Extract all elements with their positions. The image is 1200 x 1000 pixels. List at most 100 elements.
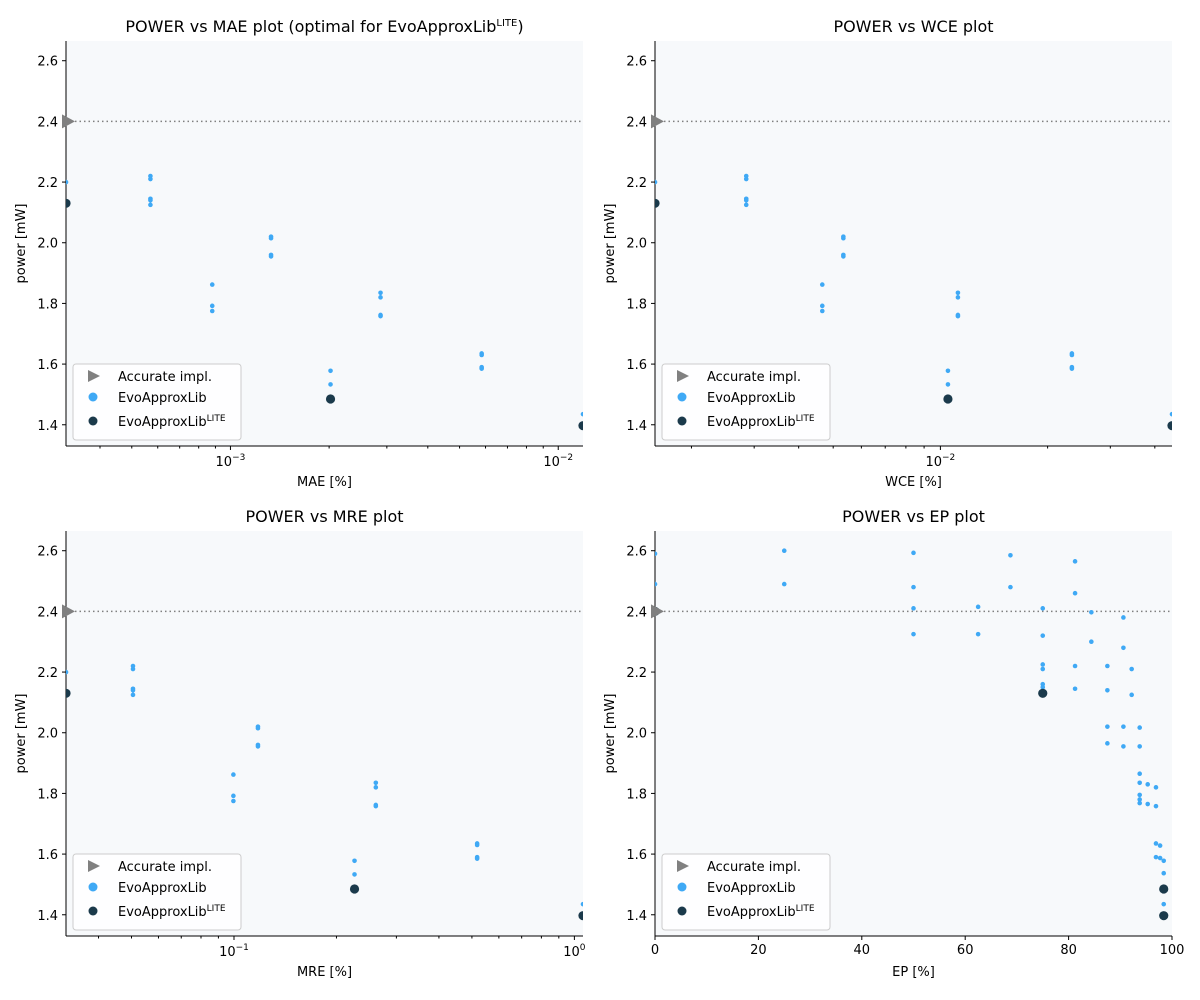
evo-point bbox=[66, 179, 69, 185]
evo-point bbox=[841, 254, 846, 259]
evo-point bbox=[1161, 870, 1167, 876]
evo-point bbox=[1137, 797, 1142, 802]
x-tick-label: 20 bbox=[750, 943, 767, 958]
evo-point bbox=[373, 803, 379, 809]
evo-point bbox=[1008, 552, 1013, 558]
legend-evo-marker bbox=[677, 882, 687, 892]
legend-lite-label: EvoApproxLibLITE bbox=[707, 904, 815, 920]
evo-point bbox=[975, 631, 981, 637]
evo-point bbox=[655, 551, 658, 557]
x-axis-label: MAE [%] bbox=[297, 475, 352, 490]
evo-point bbox=[148, 176, 153, 182]
legend: Accurate impl. EvoApproxLib EvoApproxLibLI… bbox=[661, 853, 831, 931]
evo-point bbox=[1040, 633, 1046, 638]
x-tick-label: 60 bbox=[957, 943, 974, 958]
accurate-marker bbox=[62, 114, 75, 129]
evo-point bbox=[1137, 800, 1142, 806]
x-tick-label: 10−2 bbox=[925, 453, 955, 470]
evo-point bbox=[1157, 855, 1163, 861]
y-tick-label: 1.8 bbox=[37, 297, 58, 312]
evo-point bbox=[1121, 744, 1126, 749]
data-layer bbox=[66, 610, 583, 921]
legend-evo-label: EvoApproxLib bbox=[118, 391, 207, 406]
legend-accurate-label: Accurate impl. bbox=[707, 370, 801, 385]
legend-box bbox=[72, 853, 242, 931]
legend-evo-label: EvoApproxLib bbox=[707, 391, 796, 406]
legend-lite-label: EvoApproxLibLITE bbox=[707, 414, 815, 430]
chart-panel-2: 1.4 1.6 1.8 2.0 2.2 2.4 2.6 10−2 WCE [%] power [m… bbox=[603, 17, 1172, 490]
evo-point bbox=[378, 295, 383, 300]
legend-accurate-marker bbox=[88, 860, 100, 872]
chart-panel-3: 1.4 1.6 1.8 2.0 2.2 2.4 2.6 10−1 100 MRE [%] power… bbox=[14, 507, 586, 980]
evo-point bbox=[1137, 725, 1142, 730]
x-tick-label: 10−1 bbox=[219, 943, 249, 960]
evo-point bbox=[479, 352, 484, 358]
evo-point bbox=[1137, 744, 1142, 749]
evo-point bbox=[148, 197, 153, 203]
chart-panel-4: 1.4 1.6 1.8 2.0 2.2 2.4 2.6 0 20 40 60 80 100 EP [%] p… bbox=[603, 507, 1184, 980]
y-tick-label: 1.4 bbox=[37, 419, 58, 434]
legend-lite-marker bbox=[677, 906, 687, 916]
lite-point bbox=[655, 198, 660, 208]
legend-accurate-label: Accurate impl. bbox=[118, 860, 212, 875]
x-tick-label: 10−3 bbox=[216, 453, 246, 470]
evo-point bbox=[1153, 854, 1159, 860]
evo-point bbox=[231, 798, 236, 804]
evo-point bbox=[1072, 663, 1078, 669]
y-tick-label: 2.2 bbox=[37, 176, 58, 191]
y-axis-label: power [mW] bbox=[14, 204, 29, 284]
evo-point bbox=[268, 254, 274, 259]
data-layer bbox=[655, 120, 1172, 431]
evo-point bbox=[255, 744, 261, 749]
evo-point bbox=[580, 411, 583, 417]
x-axis-label: WCE [%] bbox=[885, 475, 942, 490]
y-tick-label: 2.2 bbox=[37, 666, 58, 681]
evo-point bbox=[1121, 724, 1126, 729]
evo-point bbox=[911, 631, 916, 637]
evo-point bbox=[1105, 741, 1110, 746]
y-tick-label: 2.0 bbox=[626, 237, 647, 252]
evo-point bbox=[781, 581, 787, 587]
y-tick-label: 1.8 bbox=[626, 787, 647, 802]
legend-evo-marker bbox=[88, 882, 98, 892]
evo-point bbox=[352, 872, 357, 877]
y-tick-label: 2.0 bbox=[37, 237, 58, 252]
evo-point bbox=[955, 295, 961, 300]
lite-point bbox=[66, 688, 71, 698]
legend-lite-marker bbox=[88, 906, 98, 916]
evo-point bbox=[474, 856, 480, 861]
legend: Accurate impl. EvoApproxLib EvoApproxLibLI… bbox=[72, 853, 242, 931]
y-tick-label: 2.4 bbox=[626, 115, 647, 130]
evo-point bbox=[743, 176, 749, 182]
evo-point bbox=[743, 202, 749, 208]
evo-point bbox=[945, 368, 951, 374]
evo-point bbox=[130, 692, 136, 698]
evo-point bbox=[1169, 411, 1172, 417]
legend-evo-label: EvoApproxLib bbox=[707, 881, 796, 896]
evo-point bbox=[148, 202, 153, 208]
legend-evo-marker bbox=[88, 392, 98, 402]
y-tick-label: 1.4 bbox=[37, 909, 58, 924]
evo-point bbox=[1137, 780, 1142, 786]
y-tick-label: 2.2 bbox=[626, 176, 647, 191]
lite-point bbox=[66, 198, 71, 208]
legend-accurate-marker bbox=[88, 370, 100, 382]
legend: Accurate impl. EvoApproxLib EvoApproxLibLI… bbox=[72, 363, 242, 441]
y-axis-label: power [mW] bbox=[603, 204, 618, 284]
evo-point bbox=[373, 785, 379, 790]
evo-point bbox=[1161, 858, 1167, 864]
evo-point bbox=[955, 290, 961, 296]
evo-point bbox=[1153, 803, 1159, 809]
lite-point bbox=[943, 394, 953, 404]
evo-point bbox=[1157, 843, 1163, 848]
evo-point bbox=[975, 604, 981, 610]
legend-lite-marker bbox=[88, 416, 98, 426]
evo-point bbox=[1069, 352, 1075, 358]
evo-point bbox=[819, 303, 825, 309]
lite-point bbox=[1167, 421, 1172, 431]
legend: Accurate impl. EvoApproxLib EvoApproxLibLI… bbox=[661, 363, 831, 441]
evo-point bbox=[1072, 590, 1078, 596]
evo-point bbox=[66, 669, 69, 675]
x-tick-label: 100 bbox=[563, 943, 586, 960]
